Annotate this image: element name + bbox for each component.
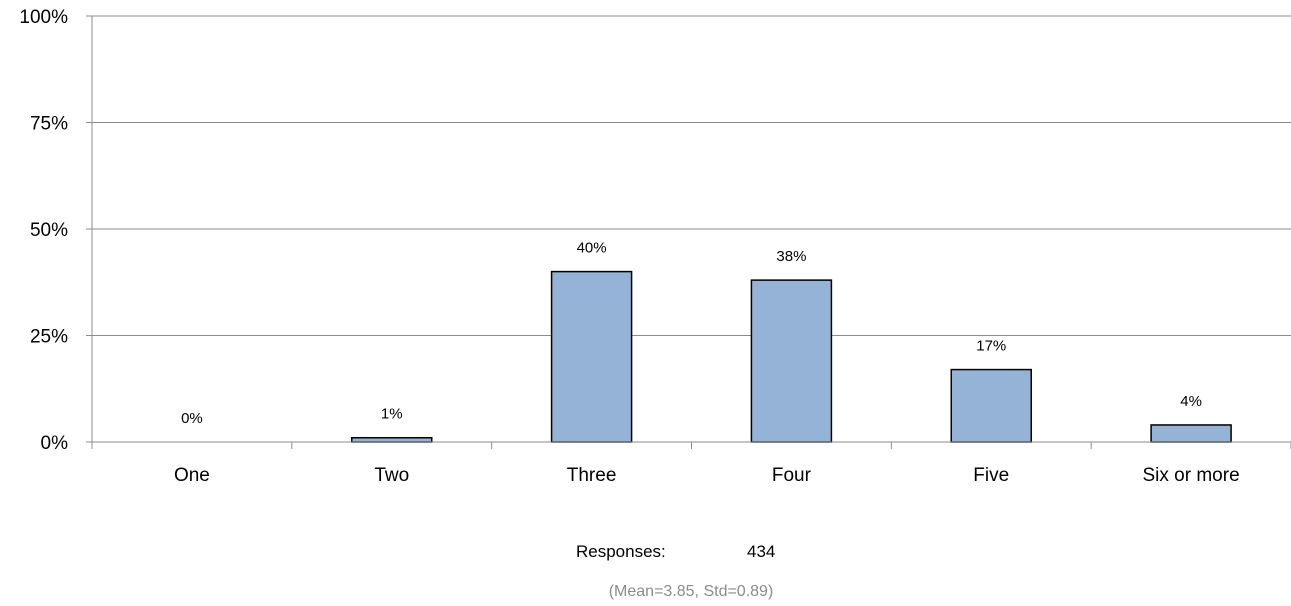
stats-summary: (Mean=3.85, Std=0.89) bbox=[609, 583, 774, 600]
data-label: 1% bbox=[381, 406, 403, 423]
responses-label: Responses: bbox=[576, 542, 666, 561]
bar bbox=[351, 436, 433, 443]
data-label: 40% bbox=[577, 240, 607, 257]
x-tick-label: Six or more bbox=[1143, 465, 1240, 486]
bar bbox=[1150, 424, 1232, 443]
bar bbox=[950, 368, 1032, 443]
x-axis-tick-labels: One Two Three Four Five Six or more bbox=[174, 465, 1240, 486]
axes bbox=[91, 16, 1291, 449]
bar bbox=[550, 270, 633, 443]
gridlines bbox=[86, 15, 1291, 443]
x-tick-label: Five bbox=[973, 465, 1009, 486]
y-tick-label: 100% bbox=[19, 7, 68, 28]
data-label: 38% bbox=[776, 248, 806, 265]
bar bbox=[750, 279, 833, 443]
x-tick-label: One bbox=[174, 465, 210, 486]
x-tick-label: Two bbox=[374, 465, 409, 486]
bars bbox=[351, 270, 1232, 443]
y-tick-label: 25% bbox=[30, 327, 68, 348]
y-axis-tick-labels: 0% 25% 50% 75% 100% bbox=[19, 7, 68, 454]
data-label: 4% bbox=[1180, 393, 1202, 410]
y-tick-label: 50% bbox=[30, 220, 68, 241]
chart-footer: Responses: 434 (Mean=3.85, Std=0.89) bbox=[576, 542, 775, 600]
responses-count: 434 bbox=[747, 542, 775, 561]
data-label: 0% bbox=[181, 410, 203, 427]
data-label: 17% bbox=[976, 338, 1006, 355]
x-tick-label: Four bbox=[772, 465, 812, 486]
y-tick-label: 0% bbox=[41, 433, 69, 454]
y-tick-label: 75% bbox=[30, 114, 68, 135]
data-labels: 0% 1% 40% 38% 17% 4% bbox=[181, 240, 1202, 427]
x-tick-label: Three bbox=[567, 465, 617, 486]
